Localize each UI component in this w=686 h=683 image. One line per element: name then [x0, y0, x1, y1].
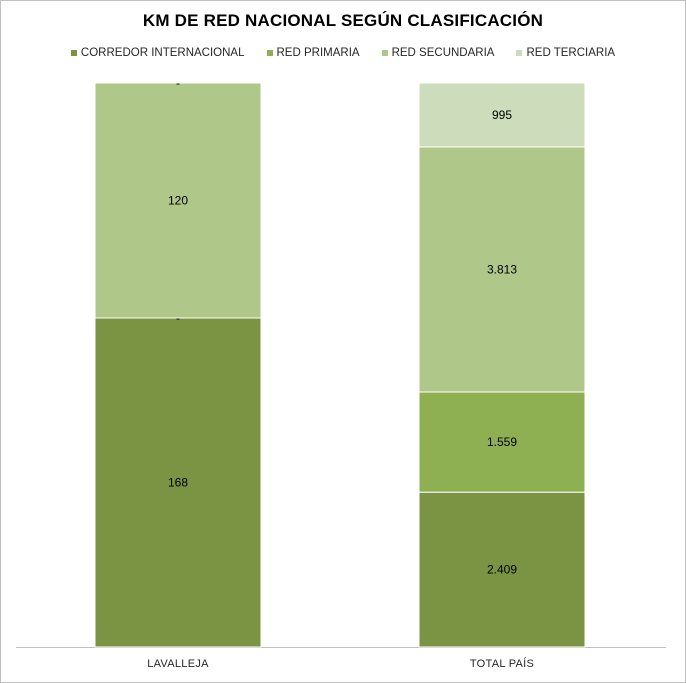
legend-swatch-red-terciaria	[516, 50, 523, 56]
data-label-lavalleja-corredor-internacional: 168	[168, 476, 188, 490]
data-label-total-pais-red-primaria: 1.559	[487, 435, 517, 449]
legend-item-red-terciaria: RED TERCIARIA	[516, 47, 615, 59]
legend-item-corredor-internacional: CORREDOR INTERNACIONAL	[70, 47, 245, 59]
data-label-total-pais-corredor-internacional: 2.409	[487, 563, 517, 577]
data-label-total-pais-red-secundaria: 3.813	[487, 262, 517, 276]
legend-label-corredor-internacional: CORREDOR INTERNACIONAL	[80, 47, 245, 59]
data-label-lavalleja-red-terciaria: -	[176, 76, 180, 90]
legend-label-red-primaria: RED PRIMARIA	[276, 47, 360, 59]
legend-swatch-red-primaria	[266, 50, 273, 56]
bar-segment-lavalleja-red-secundaria	[94, 82, 262, 319]
bar-segment-total-pais-red-primaria	[418, 391, 586, 493]
chart-legend: CORREDOR INTERNACIONAL RED PRIMARIA RED …	[0, 47, 686, 59]
legend-label-red-terciaria: RED TERCIARIA	[526, 47, 616, 59]
category-label-lavalleja: LAVALLEJA	[147, 658, 209, 670]
data-label-lavalleja-red-secundaria: 120	[168, 194, 188, 208]
legend-item-red-secundaria: RED SECUNDARIA	[381, 47, 495, 59]
legend-swatch-red-secundaria	[381, 50, 388, 56]
bar-segment-total-pais-red-secundaria	[418, 146, 586, 393]
category-label-total-pais: TOTAL PAÍS	[470, 657, 534, 670]
chart-title: KM DE RED NACIONAL SEGÚN CLASIFICACIÓN	[142, 11, 544, 30]
data-label-total-pais-red-terciaria: 995	[492, 108, 512, 122]
bar-segment-lavalleja-corredor-internacional	[94, 317, 262, 648]
legend-swatch-corredor-internacional	[70, 50, 77, 56]
legend-label-red-secundaria: RED SECUNDARIA	[391, 47, 495, 59]
legend-item-red-primaria: RED PRIMARIA	[266, 47, 360, 59]
bar-segment-total-pais-corredor-internacional	[418, 491, 586, 648]
bar-segment-total-pais-red-terciaria	[418, 82, 586, 148]
